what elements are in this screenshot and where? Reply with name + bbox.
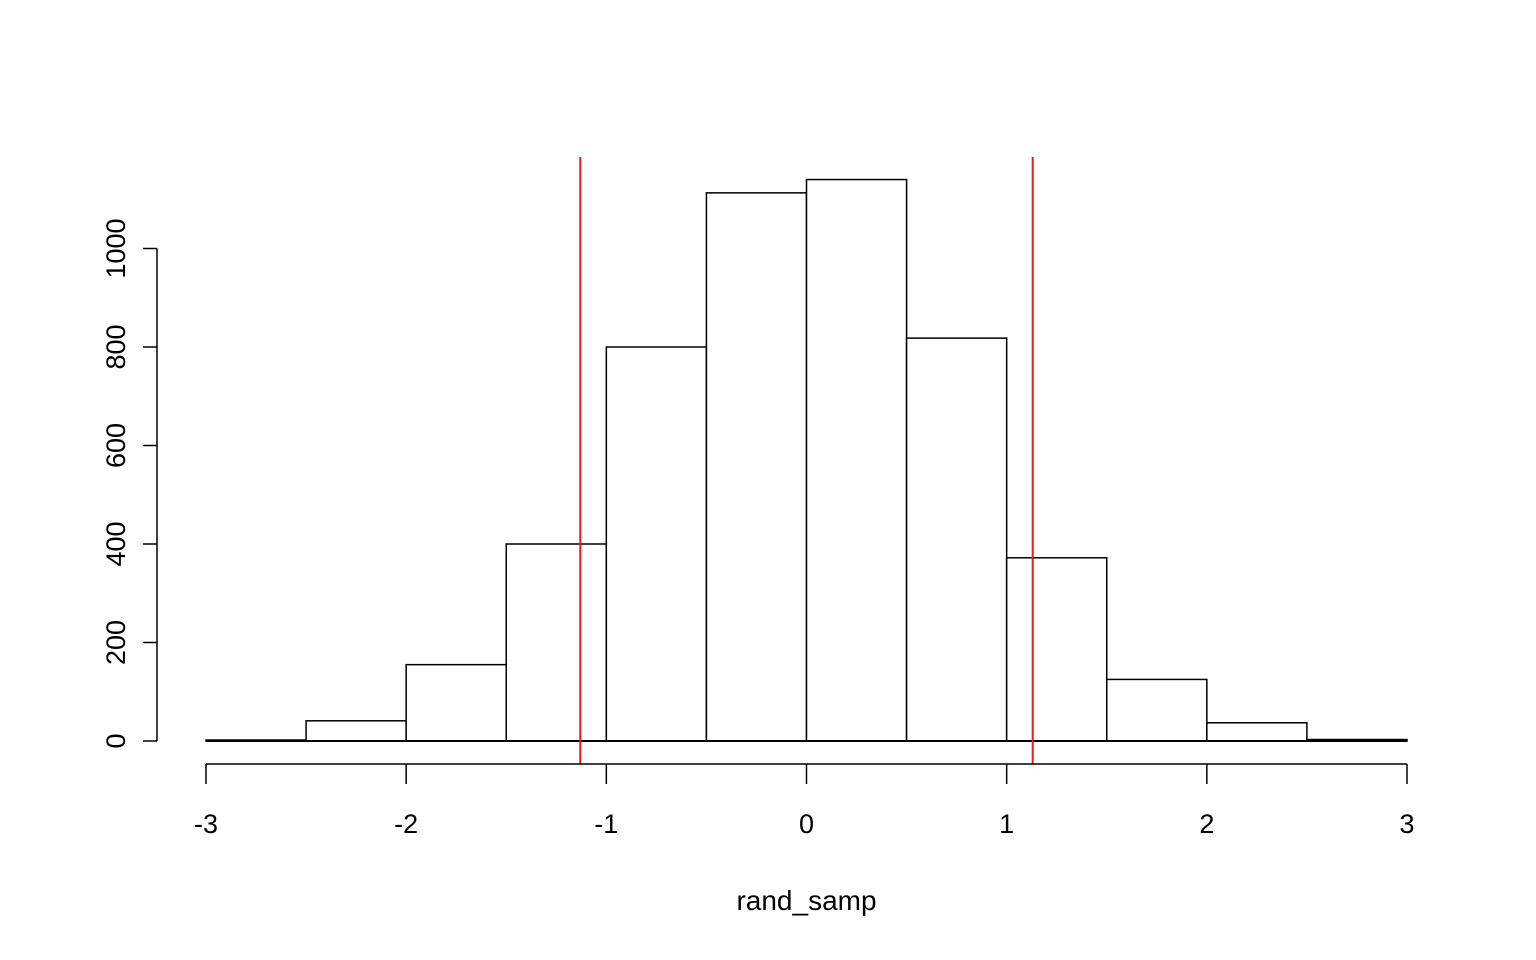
histogram-bar-10 (1206, 722, 1308, 742)
histogram-bar-5 (705, 192, 808, 742)
x-tick-label-4: 1 (999, 809, 1014, 839)
y-tick-label-1: 200 (101, 620, 131, 665)
y-tick-label-3: 600 (101, 423, 131, 468)
x-tick-label-6: 3 (1399, 809, 1414, 839)
histogram-bar-7 (905, 337, 1008, 742)
y-tick-label-4: 800 (101, 324, 131, 369)
x-tick-label-1: -2 (394, 809, 418, 839)
x-tick-label-0: -3 (194, 809, 218, 839)
y-tick-label-2: 400 (101, 521, 131, 566)
histogram-bar-4 (605, 346, 708, 742)
histogram-bar-9 (1106, 678, 1208, 742)
x-tick-label-3: 0 (799, 809, 814, 839)
histogram-bar-6 (805, 178, 908, 742)
reference-lines (579, 157, 1034, 764)
x-tick-label-2: -1 (594, 809, 618, 839)
y-axis: 0 200 400 600 800 1000 (101, 218, 158, 749)
histogram-bars (205, 178, 1408, 742)
y-tick-label-5: 1000 (101, 218, 131, 278)
histogram-bar-2 (405, 663, 507, 742)
histogram-bar-3 (505, 543, 608, 742)
x-axis: -3 -2 -1 0 1 2 3 (194, 763, 1415, 839)
histogram-bar-8 (1005, 557, 1108, 742)
x-tick-label-5: 2 (1199, 809, 1214, 839)
histogram-bar-1 (305, 720, 407, 742)
x-axis-title: rand_samp (736, 885, 876, 916)
y-tick-label-0: 0 (101, 733, 131, 748)
